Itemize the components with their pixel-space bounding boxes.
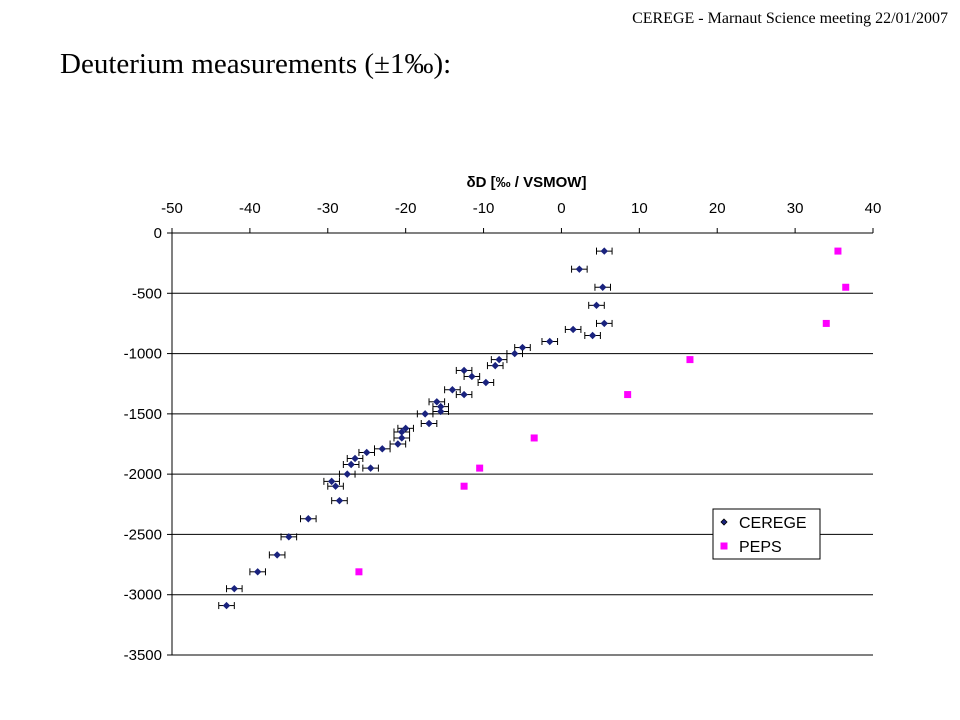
data-point-cerege: [588, 331, 597, 340]
x-tick-label: -50: [161, 200, 183, 217]
meeting-note: CEREGE - Marnaut Science meeting 22/01/2…: [632, 10, 948, 27]
data-point-cerege: [600, 319, 608, 328]
data-point-cerege: [304, 515, 313, 523]
data-point-cerege: [448, 386, 457, 394]
x-tick-label: 40: [865, 200, 882, 217]
y-tick-label: -2000: [124, 466, 162, 483]
data-point-cerege: [421, 410, 429, 418]
legend-label: PEPS: [739, 539, 782, 556]
legend-marker-cerege: [720, 518, 728, 526]
data-point-cerege: [546, 337, 554, 346]
data-point-cerege: [343, 470, 351, 478]
data-point-peps: [460, 482, 468, 490]
y-tick-label: -1000: [124, 346, 162, 363]
y-tick-label: -3000: [124, 587, 162, 604]
data-point-cerege: [363, 448, 371, 457]
data-marks: [218, 247, 850, 610]
data-point-cerege: [592, 301, 601, 310]
data-point-cerege: [468, 372, 476, 381]
data-point-cerege: [495, 355, 503, 364]
data-point-peps: [355, 568, 363, 576]
x-tick-label: 30: [787, 200, 804, 217]
data-point-cerege: [327, 477, 336, 486]
legend: CEREGE PEPS: [712, 508, 821, 560]
data-point-cerege: [253, 568, 262, 576]
data-point-cerege: [335, 496, 344, 505]
data-point-cerege: [230, 584, 239, 593]
data-point-cerege: [575, 265, 584, 273]
data-point-cerege: [378, 445, 387, 453]
x-tick-label: -20: [395, 200, 417, 217]
x-tick-label: 10: [631, 200, 648, 217]
data-point-cerege: [366, 464, 375, 472]
data-point-cerege: [482, 378, 490, 387]
y-tick-label: -1500: [124, 406, 162, 423]
data-point-peps: [530, 434, 538, 442]
data-point-cerege: [394, 440, 402, 448]
data-point-cerege: [437, 407, 445, 416]
data-point-cerege: [511, 349, 519, 358]
legend-marker-peps: [720, 542, 728, 550]
data-point-cerege: [599, 283, 607, 291]
data-point-cerege: [331, 482, 340, 490]
data-point-peps: [834, 247, 842, 255]
x-tick-label: -30: [317, 200, 339, 217]
data-point-cerege: [398, 434, 406, 442]
data-point-cerege: [460, 390, 468, 399]
data-point-cerege: [433, 398, 441, 406]
data-point-cerege: [491, 361, 499, 370]
data-point-cerege: [273, 551, 281, 559]
legend-label: CEREGE: [739, 515, 807, 532]
data-point-cerege: [351, 454, 359, 463]
x-axis-title: δD [‰ / VSMOW]: [467, 174, 587, 191]
data-point-cerege: [401, 424, 410, 433]
data-point-peps: [476, 464, 484, 472]
x-tick-label: -40: [239, 200, 261, 217]
axes: 0 -500 -1000 -1500 -2000 -2500 -3000 -3500 -50 -4…: [124, 174, 882, 664]
x-tick-label: -10: [473, 200, 495, 217]
data-point-cerege: [600, 247, 608, 255]
data-point-cerege: [460, 366, 468, 375]
x-tick-label: 0: [557, 200, 565, 217]
data-point-cerege: [425, 419, 433, 428]
data-point-cerege: [569, 325, 577, 334]
y-tick-label: 0: [154, 225, 162, 242]
data-point-cerege: [285, 533, 293, 541]
data-point-peps: [822, 319, 830, 327]
data-point-peps: [842, 283, 850, 291]
y-tick-label: -2500: [124, 526, 162, 543]
y-tick-label: -3500: [124, 647, 162, 664]
data-point-cerege: [347, 460, 355, 469]
data-point-peps: [624, 391, 632, 399]
slide-title: Deuterium measurements (±1‰):: [60, 48, 452, 80]
legend-box: [712, 508, 821, 560]
data-point-cerege: [518, 343, 527, 352]
data-point-peps: [686, 356, 694, 364]
x-tick-label: 20: [709, 200, 726, 217]
data-point-cerege: [222, 601, 231, 610]
y-tick-label: -500: [132, 285, 162, 302]
